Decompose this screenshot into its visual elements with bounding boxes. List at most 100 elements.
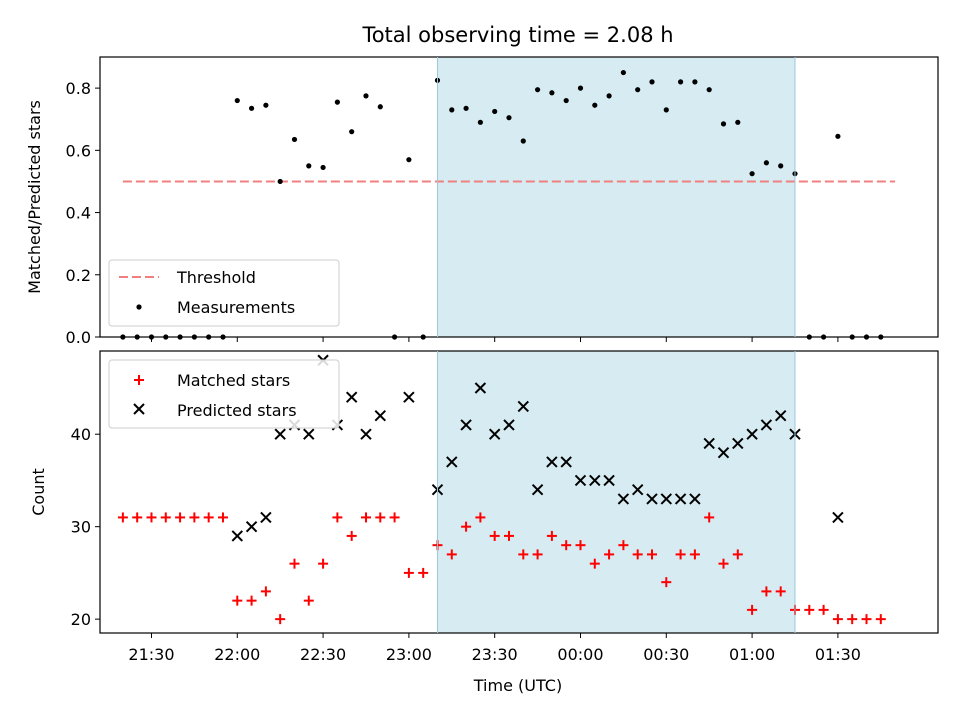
matched-star-point — [203, 512, 214, 523]
predicted-star-point — [717, 446, 730, 459]
predicted-star-point — [474, 382, 487, 394]
top-y-tick-label: 0.4 — [66, 204, 91, 223]
top-y-tick-label: 0.6 — [66, 141, 91, 160]
cross-stroke-b — [274, 428, 286, 440]
predicted-star-point — [560, 456, 572, 468]
measurement-point — [706, 87, 712, 93]
measurement-point — [477, 119, 483, 125]
bottom-y-tick-label: 40 — [71, 425, 91, 444]
top-y-tick-label: 0.0 — [66, 328, 91, 347]
measurement-point — [349, 129, 355, 135]
predicted-star-point — [603, 474, 615, 487]
matched-star-point — [489, 530, 500, 541]
measurement-point — [563, 97, 569, 104]
measurement-point — [763, 160, 769, 166]
matched-star-point — [532, 549, 543, 560]
matched-star-point — [332, 512, 343, 523]
matched-star-point — [675, 549, 686, 560]
cross-stroke-b — [617, 493, 630, 505]
legend-measurements-swatch — [136, 304, 142, 310]
cross-stroke-b — [303, 428, 315, 440]
matched-star-point — [847, 614, 858, 625]
cross-stroke-b — [703, 437, 715, 450]
matched-star-point — [346, 530, 357, 541]
bottom-x-tick-label: 00:00 — [557, 645, 603, 664]
matched-star-point — [804, 604, 815, 615]
matched-star-point — [260, 586, 271, 597]
measurement-point — [720, 121, 727, 127]
measurement-point — [835, 133, 841, 139]
bottom-shaded-interval — [437, 351, 795, 633]
x-axis-label: Time (UTC) — [473, 676, 562, 695]
predicted-star-point — [274, 428, 286, 440]
measurement-point — [277, 178, 283, 185]
measurement-point — [606, 93, 612, 99]
predicted-star-point — [374, 410, 386, 422]
matched-star-point — [618, 540, 629, 551]
predicted-star-point — [303, 428, 315, 440]
bottom-x-ticks: 21:30 22:00 22:30 23:00 23:30 00:00 00:30 01:00… — [128, 633, 861, 664]
measurement-point — [735, 119, 741, 125]
measurement-point — [463, 105, 469, 111]
cross-stroke-b — [631, 483, 644, 496]
chart-title: Total observing time = 2.08 h — [361, 23, 673, 47]
top-shaded-interval — [437, 57, 795, 337]
matched-star-point — [575, 540, 586, 551]
measurement-point — [534, 87, 541, 93]
matched-star-point — [275, 614, 286, 625]
matched-star-point — [475, 512, 486, 523]
predicted-star-point — [488, 428, 501, 440]
bottom-y-tick-label: 30 — [71, 518, 91, 537]
measurement-point — [549, 90, 555, 96]
matched-star-points — [117, 512, 886, 625]
bottom-x-tick-label: 23:00 — [386, 645, 432, 664]
legend-predicted-label: Predicted stars — [177, 401, 297, 420]
predicted-star-point — [646, 493, 658, 505]
predicted-star-point — [460, 419, 472, 431]
matched-star-point — [718, 558, 729, 569]
matched-star-point — [232, 595, 243, 606]
measurement-point — [320, 164, 326, 171]
matched-star-point — [646, 549, 657, 560]
predicted-star-point — [517, 400, 529, 413]
matched-star-point — [689, 549, 700, 560]
predicted-star-point — [760, 419, 773, 431]
measurement-point — [306, 163, 312, 169]
matched-star-point — [561, 540, 572, 551]
cross-stroke-b — [517, 400, 529, 413]
predicted-star-point — [674, 493, 687, 505]
matched-star-point — [217, 512, 228, 523]
legend-matched-label: Matched stars — [177, 371, 290, 390]
bottom-y-axis-label: Count — [29, 468, 48, 516]
measurement-point — [620, 69, 626, 76]
matched-star-point — [418, 567, 429, 578]
legend-matched-swatch — [134, 375, 144, 385]
top-x-tick-marks — [150, 337, 839, 342]
matched-star-point — [818, 604, 829, 615]
predicted-star-point — [360, 428, 372, 440]
cross-stroke-b — [374, 410, 386, 422]
cross-stroke-b — [660, 493, 673, 505]
legend-predicted-swatch — [133, 403, 145, 415]
bottom-x-tick-label: 21:30 — [128, 645, 174, 664]
matched-star-point — [117, 512, 128, 523]
matched-star-point — [661, 577, 672, 588]
bottom-legend-box — [108, 359, 340, 429]
cross-stroke-b — [260, 511, 272, 524]
matched-star-point — [132, 512, 143, 523]
matched-star-point — [503, 530, 514, 541]
cross-stroke-b — [245, 520, 258, 533]
predicted-star-point — [245, 520, 258, 533]
measurement-point — [377, 104, 383, 110]
measurement-point — [449, 107, 455, 113]
predicted-star-point — [403, 391, 415, 403]
cross-stroke-b — [589, 474, 601, 487]
bottom-y-ticks: 20 30 40 — [71, 425, 100, 629]
top-legend: Threshold Measurements — [108, 259, 340, 327]
measurement-point — [234, 97, 240, 104]
predicted-star-point — [503, 419, 515, 431]
bottom-x-tick-label: 01:30 — [815, 645, 861, 664]
top-y-ticks: 0.0 0.2 0.4 0.6 0.8 — [66, 79, 100, 347]
top-y-tick-label: 0.2 — [66, 266, 91, 285]
cross-stroke-b — [503, 419, 515, 431]
